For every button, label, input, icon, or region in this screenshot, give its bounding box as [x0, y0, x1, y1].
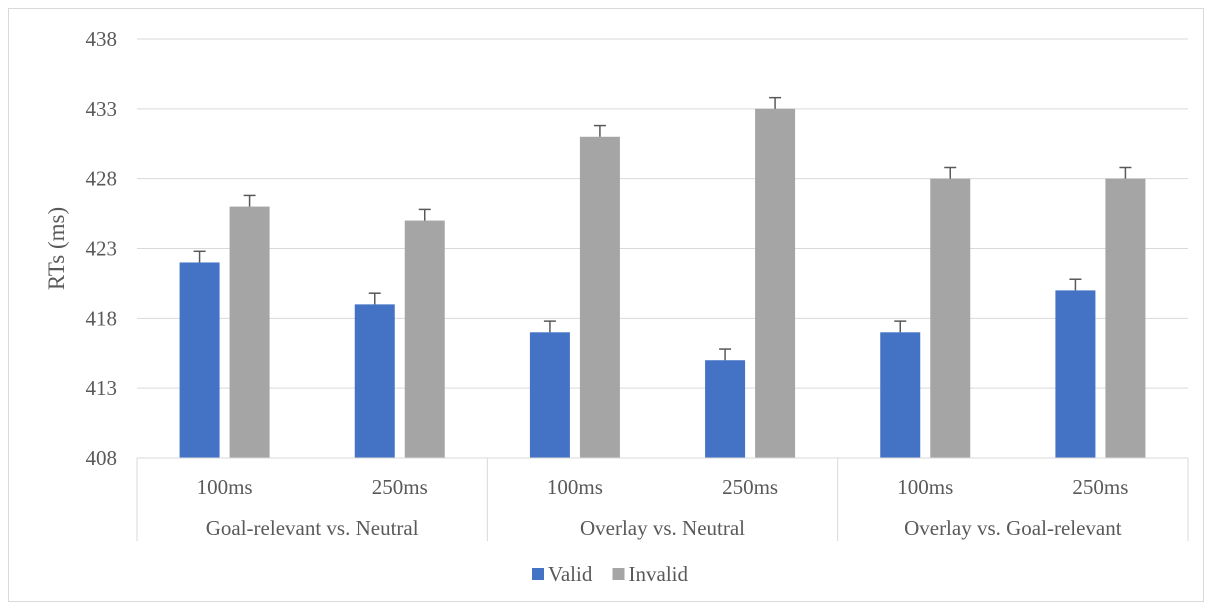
group-label: Goal-relevant vs. Neutral: [206, 516, 419, 540]
gridlines: [137, 38, 1188, 389]
y-tick-label: 408: [86, 446, 118, 470]
bar-valid: [354, 304, 395, 458]
x-tick-label: 100ms: [197, 475, 253, 499]
group-label: Overlay vs. Goal-relevant: [904, 516, 1122, 540]
y-tick-label: 433: [86, 97, 118, 121]
x-tick-label: 250ms: [372, 475, 428, 499]
y-axis-title: RTs (ms): [44, 207, 69, 290]
x-tick-label: 250ms: [1072, 475, 1128, 499]
bar-invalid: [229, 206, 270, 458]
y-tick-label: 428: [86, 167, 118, 191]
x-tick-label: 250ms: [722, 475, 778, 499]
y-tick-label: 413: [86, 376, 118, 400]
y-tick-label: 423: [86, 237, 118, 261]
x-tick-label: 100ms: [897, 475, 953, 499]
bar-valid: [880, 332, 921, 458]
bar-invalid: [404, 220, 445, 458]
bar-valid: [705, 360, 746, 458]
y-tick-label: 418: [86, 306, 118, 330]
legend-label-valid: Valid: [548, 562, 593, 586]
y-tick-label: 438: [86, 27, 118, 51]
bars: [179, 108, 1146, 458]
bar-valid: [179, 262, 220, 458]
x-tick-label: 100ms: [547, 475, 603, 499]
bar-valid: [1055, 290, 1096, 458]
legend-swatch-invalid: [612, 568, 625, 580]
axes: 408 413 418 423 428 433 438 100ms 250ms 100ms 250m…: [86, 27, 1189, 541]
bar-invalid: [1105, 178, 1146, 458]
legend-label-invalid: Invalid: [629, 562, 689, 586]
bar-invalid: [930, 178, 971, 458]
group-label: Overlay vs. Neutral: [580, 516, 745, 540]
bar-invalid: [579, 136, 620, 458]
legend: Valid Invalid: [532, 562, 688, 586]
error-bars: [193, 96, 1132, 361]
legend-swatch-valid: [532, 568, 544, 580]
bar-invalid: [755, 108, 796, 458]
bar-valid: [529, 332, 570, 458]
